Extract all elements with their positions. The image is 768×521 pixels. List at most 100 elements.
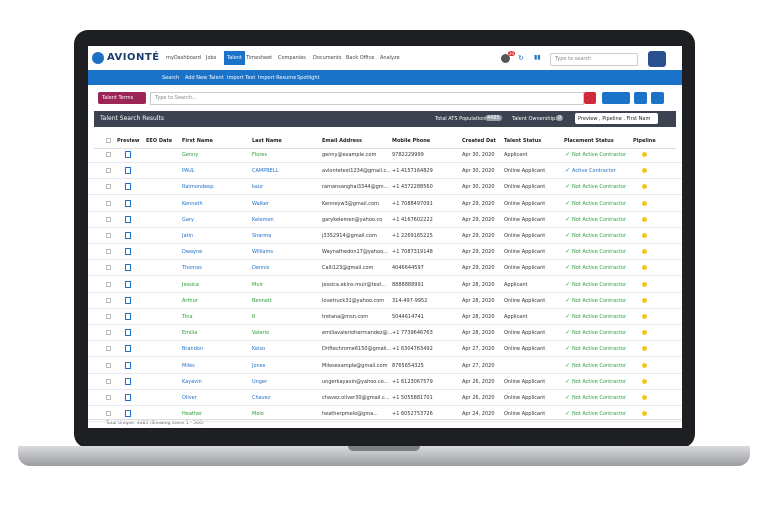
row-checkbox[interactable]: [106, 168, 111, 174]
table-row[interactable]: [88, 357, 682, 374]
row-checkbox[interactable]: [106, 152, 111, 157]
row-checkbox[interactable]: [106, 346, 111, 352]
column-header[interactable]: Email Address: [322, 138, 363, 144]
preview-icon[interactable]: [125, 264, 131, 272]
table-row[interactable]: [88, 405, 682, 423]
pipeline-dot[interactable]: [642, 233, 647, 238]
cell[interactable]: Jessica: [182, 281, 199, 288]
cell[interactable]: Chavez: [252, 395, 271, 401]
pipeline-dot[interactable]: [642, 378, 647, 384]
table-row[interactable]: [88, 211, 682, 228]
cell[interactable]: Sharma: [252, 233, 272, 239]
menu-item[interactable]: Talent: [224, 51, 245, 65]
preview-icon[interactable]: [125, 183, 131, 191]
cell[interactable]: Miles: [182, 362, 195, 369]
preview-icon[interactable]: [125, 410, 131, 418]
menu-item[interactable]: myDashboard: [166, 55, 201, 61]
preview-icon[interactable]: [125, 313, 131, 320]
cell[interactable]: Walker: [252, 200, 269, 207]
pipeline-dot[interactable]: [642, 184, 647, 190]
sub-nav-item[interactable]: Import Resume: [258, 75, 297, 81]
cell[interactable]: Kelso: [252, 346, 266, 353]
copy-button[interactable]: [651, 92, 664, 104]
cell[interactable]: Oliver: [182, 395, 197, 401]
column-header[interactable]: Placement Status: [564, 138, 614, 144]
sub-nav-item[interactable]: Add New Talent: [185, 75, 224, 81]
cell[interactable]: PAUL: [182, 168, 195, 175]
cell[interactable]: Unger: [252, 378, 268, 385]
cell[interactable]: Kenneth: [182, 200, 203, 207]
pipeline-dot[interactable]: [642, 168, 647, 174]
preview-icon[interactable]: [125, 296, 131, 304]
cell[interactable]: Jones: [252, 362, 266, 369]
columns-dropdown[interactable]: [575, 113, 658, 124]
search-input[interactable]: [150, 92, 584, 105]
column-header[interactable]: Created Dat: [462, 138, 496, 144]
row-checkbox[interactable]: [106, 330, 111, 336]
menu-item[interactable]: Timesheet: [246, 55, 273, 61]
column-header[interactable]: Mobile Phone: [392, 138, 431, 144]
search-button[interactable]: [584, 92, 596, 104]
table-row[interactable]: [88, 162, 682, 180]
table-row[interactable]: [88, 195, 682, 212]
header-checkbox[interactable]: [106, 138, 111, 143]
cell[interactable]: Arthur: [182, 297, 198, 304]
cell[interactable]: Williams: [252, 249, 273, 256]
cell[interactable]: Flores: [252, 152, 267, 158]
row-checkbox[interactable]: [106, 314, 111, 319]
refresh-icon[interactable]: ↻: [518, 54, 524, 62]
menu-item[interactable]: Analyze: [380, 55, 400, 61]
pipeline-dot[interactable]: [642, 200, 647, 206]
column-header[interactable]: Pipeline: [633, 138, 656, 144]
preview-icon[interactable]: [125, 361, 131, 369]
cell[interactable]: Muir: [252, 281, 263, 288]
pipeline-dot[interactable]: [642, 411, 647, 417]
row-checkbox[interactable]: [106, 395, 111, 400]
row-checkbox[interactable]: [106, 281, 111, 287]
cell[interactable]: Gary: [182, 216, 194, 223]
preview-icon[interactable]: [125, 377, 131, 385]
column-header[interactable]: Preview: [117, 138, 140, 144]
row-checkbox[interactable]: [106, 362, 111, 368]
row-checkbox[interactable]: [106, 265, 111, 271]
table-row[interactable]: [88, 389, 682, 406]
global-search[interactable]: [550, 53, 638, 66]
column-header[interactable]: Last Name: [252, 138, 282, 144]
row-checkbox[interactable]: [106, 184, 111, 190]
sub-nav-item[interactable]: Search: [162, 75, 180, 81]
pipeline-dot[interactable]: [642, 281, 647, 287]
table-row[interactable]: [88, 243, 682, 261]
column-header[interactable]: EEO Date: [146, 138, 173, 144]
cell[interactable]: Brandon: [182, 346, 204, 353]
cell[interactable]: Emilia: [182, 330, 198, 337]
menu-item[interactable]: Back Office: [346, 55, 375, 61]
pipeline-dot[interactable]: [642, 297, 647, 303]
cell[interactable]: Thomas: [182, 265, 202, 272]
row-checkbox[interactable]: [106, 249, 111, 255]
table-row[interactable]: [88, 324, 682, 342]
row-checkbox[interactable]: [106, 233, 111, 238]
row-checkbox[interactable]: [106, 378, 111, 384]
pipeline-dot[interactable]: [642, 346, 647, 352]
save-button[interactable]: [602, 92, 630, 104]
pipeline-dot[interactable]: [642, 152, 647, 157]
cell[interactable]: Raimondeep: [182, 184, 214, 191]
preview-icon[interactable]: [125, 248, 131, 256]
preview-icon[interactable]: [125, 215, 131, 223]
preview-icon[interactable]: [125, 345, 131, 353]
cell[interactable]: Genny: [182, 152, 199, 158]
avatar[interactable]: [501, 54, 510, 63]
pipeline-dot[interactable]: [642, 265, 647, 271]
preview-icon[interactable]: [125, 151, 131, 158]
cell[interactable]: Kayavin: [182, 378, 202, 385]
row-checkbox[interactable]: [106, 200, 111, 206]
sub-nav-item[interactable]: Spotlight: [297, 75, 320, 81]
pipeline-dot[interactable]: [642, 362, 647, 368]
cell[interactable]: Valerio: [252, 330, 270, 337]
pipeline-dot[interactable]: [642, 330, 647, 336]
row-checkbox[interactable]: [106, 216, 111, 222]
cell[interactable]: Tina: [182, 314, 193, 320]
row-checkbox[interactable]: [106, 297, 111, 303]
table-row[interactable]: [88, 373, 682, 390]
cell[interactable]: Jatin: [182, 233, 194, 239]
